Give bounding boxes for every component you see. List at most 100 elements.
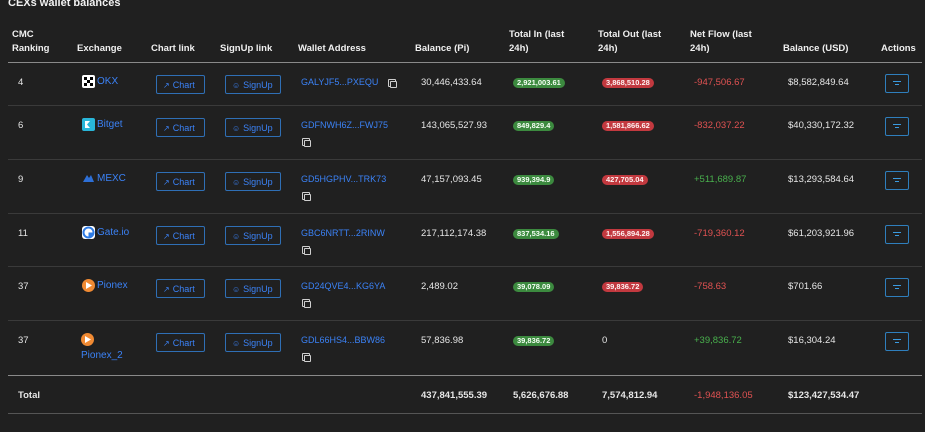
total-balance-pi: 437,841,555.39 <box>421 390 488 401</box>
total-net-flow: -1,948,136.05 <box>694 390 753 401</box>
copy-icon[interactable] <box>302 353 311 362</box>
chart-button[interactable]: ↗ Chart <box>156 226 205 245</box>
wallet-address-link[interactable]: GDL66HS4...BBW86 <box>301 335 386 345</box>
filter-icon <box>893 123 901 130</box>
copy-icon[interactable] <box>388 79 397 88</box>
wallet-address-link[interactable]: GDFNWH6Z...FWJ75 <box>301 120 388 130</box>
signup-button-label: SignUp <box>243 284 273 294</box>
exchange-link[interactable]: Gate.io <box>97 227 130 238</box>
balance-usd: $40,330,172.32 <box>788 120 855 131</box>
cmc-rank: 9 <box>18 174 24 185</box>
chart-line-icon: ↗ <box>163 285 170 294</box>
cmc-rank: 4 <box>18 77 24 88</box>
header-net-flow: Net Flow (last 24h) <box>690 29 752 54</box>
gateio-logo-icon <box>82 226 95 239</box>
balance-usd: $13,293,584.64 <box>788 174 855 185</box>
row-divider <box>8 266 922 267</box>
user-add-icon: ☺ <box>232 285 241 294</box>
chart-button[interactable]: ↗ Chart <box>156 172 205 191</box>
table-row: 11 Gate.io ↗ Chart ☺ SignUp GBC6NRTT...2RINW 21… <box>0 213 925 266</box>
chart-button-label: Chart <box>172 338 195 348</box>
user-add-icon: ☺ <box>232 81 241 90</box>
chart-line-icon: ↗ <box>163 339 170 348</box>
header-total-out: Total Out (last 24h) <box>598 29 662 54</box>
chart-button[interactable]: ↗ Chart <box>156 279 205 298</box>
cmc-rank: 37 <box>18 335 29 346</box>
signup-button-label: SignUp <box>243 177 273 187</box>
header-divider <box>8 62 922 63</box>
wallet-address-link[interactable]: GD5HGPHV...TRK73 <box>301 174 387 184</box>
bitget-logo-icon <box>82 118 95 131</box>
chart-line-icon: ↗ <box>163 232 170 241</box>
user-add-icon: ☺ <box>232 232 241 241</box>
signup-button[interactable]: ☺ SignUp <box>225 226 281 245</box>
signup-button[interactable]: ☺ SignUp <box>225 75 281 94</box>
exchange-link[interactable]: Pionex_2 <box>81 350 123 361</box>
header-signup-link: SignUp link <box>220 43 273 54</box>
table-row: 9 MEXC ↗ Chart ☺ SignUp GD5HGPHV...TRK73 47,157… <box>0 159 925 213</box>
filter-action-button[interactable] <box>885 171 909 190</box>
row-divider <box>8 159 922 160</box>
exchange-link[interactable]: Pionex <box>97 280 128 291</box>
wallet-address-link[interactable]: GD24QVE4...KG6YA <box>301 281 386 291</box>
signup-button-label: SignUp <box>243 80 273 90</box>
filter-action-button[interactable] <box>885 332 909 351</box>
balance-usd: $61,203,921.96 <box>788 228 855 239</box>
wallet-address-link[interactable]: GALYJF5...PXEQU <box>301 77 379 87</box>
cmc-rank: 37 <box>18 281 29 292</box>
net-flow: -719,360.12 <box>694 228 745 239</box>
copy-icon[interactable] <box>302 192 311 201</box>
exchange-link[interactable]: MEXC <box>97 173 126 184</box>
filter-action-button[interactable] <box>885 74 909 93</box>
signup-button-label: SignUp <box>243 231 273 241</box>
pionex-logo-icon <box>82 279 95 292</box>
total-in-badge: 939,394.9 <box>513 175 555 185</box>
header-total-in: Total In (last 24h) <box>509 29 565 54</box>
table-bottom-divider <box>8 413 922 414</box>
total-in-badge: 837,534.16 <box>513 229 559 239</box>
filter-icon <box>893 177 901 184</box>
signup-button[interactable]: ☺ SignUp <box>225 172 281 191</box>
row-divider <box>8 213 922 214</box>
cmc-rank: 11 <box>18 228 28 239</box>
chart-button[interactable]: ↗ Chart <box>156 75 205 94</box>
chart-button-label: Chart <box>172 177 195 187</box>
table-row: 37 Pionex ↗ Chart ☺ SignUp GD24QVE4...KG6YA 2,4… <box>0 266 925 320</box>
user-add-icon: ☺ <box>232 339 241 348</box>
table-row: 6 Bitget ↗ Chart ☺ SignUp GDFNWH6Z...FWJ75 143,… <box>0 105 925 159</box>
total-out-badge: 39,836.72 <box>602 282 644 292</box>
chart-button[interactable]: ↗ Chart <box>156 118 205 137</box>
chart-button-label: Chart <box>172 80 195 90</box>
header-exchange: Exchange <box>77 43 122 54</box>
filter-action-button[interactable] <box>885 117 909 136</box>
balance-pi: 217,112,174.38 <box>421 228 487 239</box>
total-out: 7,574,812.94 <box>602 390 658 401</box>
balance-pi: 2,489.02 <box>421 281 458 292</box>
signup-button-label: SignUp <box>243 123 273 133</box>
user-add-icon: ☺ <box>232 124 241 133</box>
copy-icon[interactable] <box>302 138 311 147</box>
pionex-logo-icon <box>81 333 94 346</box>
cmc-rank: 6 <box>18 120 24 131</box>
copy-icon[interactable] <box>302 246 311 255</box>
total-in-badge: 39,836.72 <box>513 336 555 346</box>
signup-button[interactable]: ☺ SignUp <box>225 118 281 137</box>
chart-button[interactable]: ↗ Chart <box>156 333 205 352</box>
filter-action-button[interactable] <box>885 225 909 244</box>
exchange-link[interactable]: Bitget <box>97 119 123 130</box>
chart-button-label: Chart <box>172 123 195 133</box>
signup-button-label: SignUp <box>243 338 273 348</box>
exchange-link[interactable]: OKX <box>97 76 119 87</box>
filter-icon <box>893 80 901 87</box>
balance-pi: 47,157,093.45 <box>421 174 482 185</box>
chart-button-label: Chart <box>172 284 195 294</box>
signup-button[interactable]: ☺ SignUp <box>225 279 281 298</box>
wallet-address-link[interactable]: GBC6NRTT...2RINW <box>301 228 385 238</box>
filter-action-button[interactable] <box>885 278 909 297</box>
total-in-badge: 849,829.4 <box>513 121 555 131</box>
net-flow: -832,037.22 <box>694 120 745 131</box>
filter-icon <box>893 338 901 345</box>
page-title: CEXs wallet balances <box>8 0 121 9</box>
signup-button[interactable]: ☺ SignUp <box>225 333 281 352</box>
copy-icon[interactable] <box>302 299 311 308</box>
